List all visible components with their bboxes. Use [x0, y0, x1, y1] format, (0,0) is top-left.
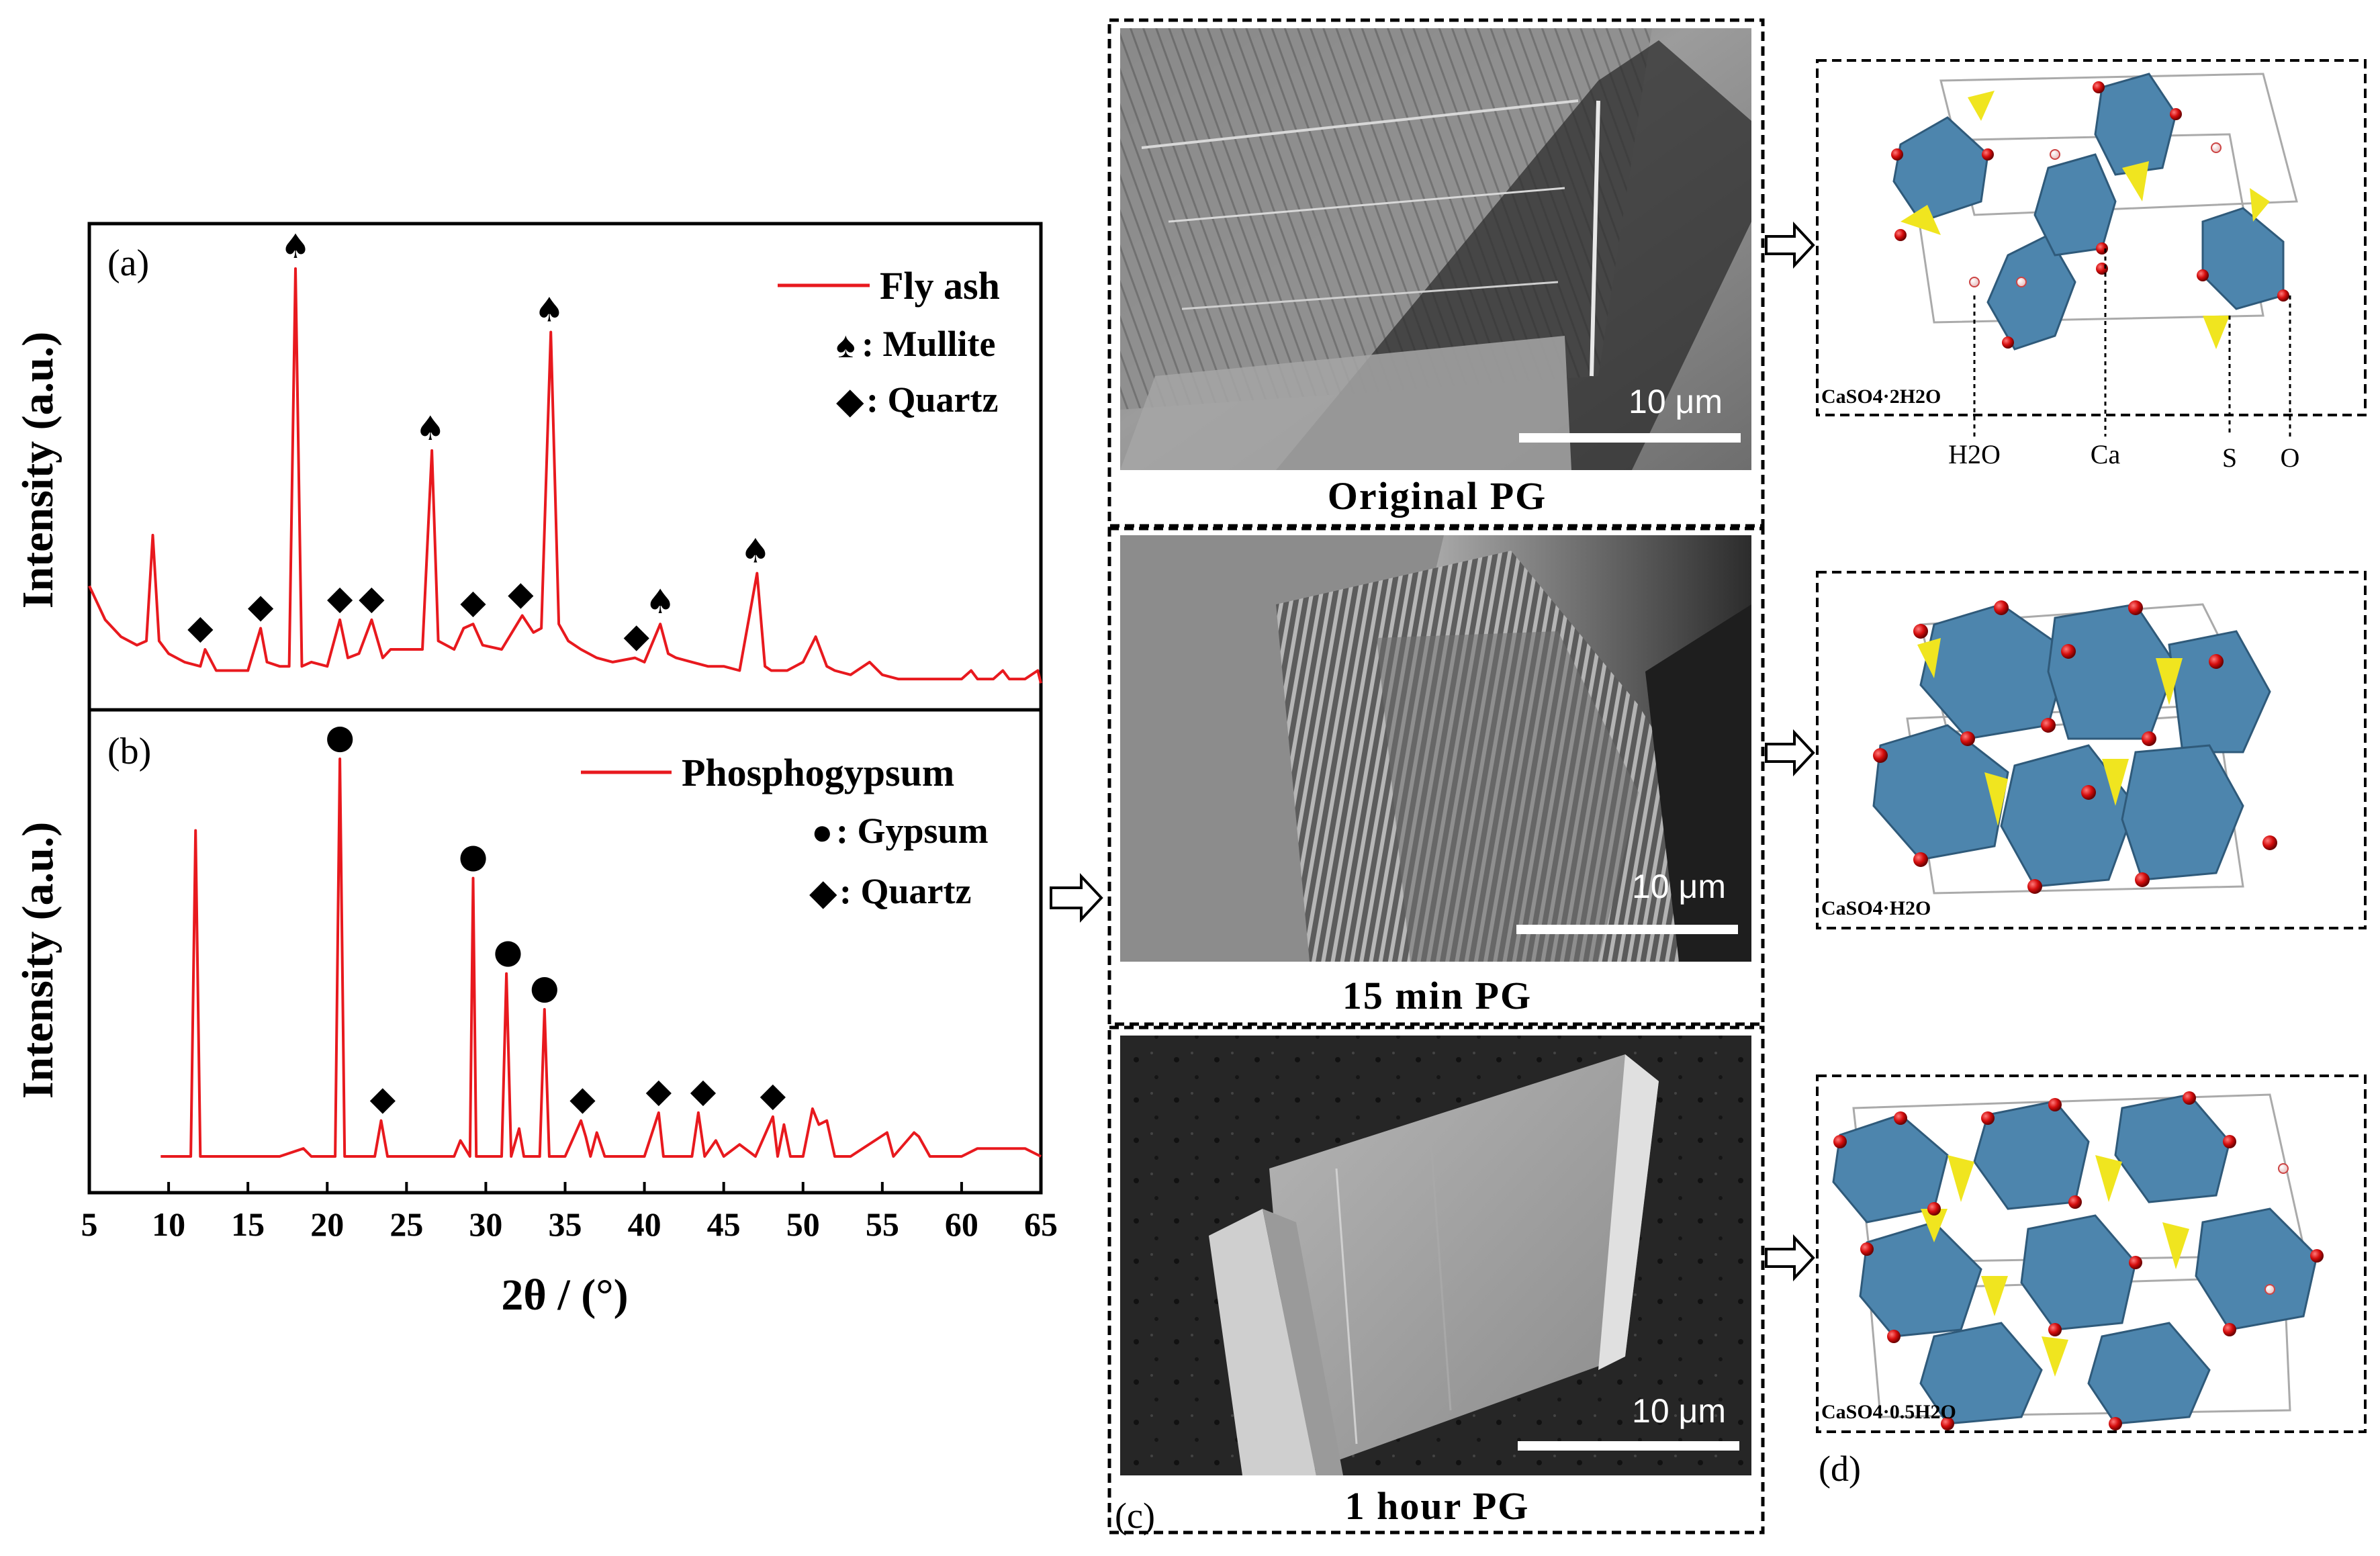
x-tick-label: 20: [310, 1205, 344, 1243]
sem-caption-original: Original PG: [1328, 474, 1547, 518]
panel-d-label: (d): [1819, 1449, 1861, 1489]
series-line: [88, 267, 1042, 684]
peak-marker-gypsum: ●: [325, 717, 355, 756]
panel-c-label: (c): [1115, 1496, 1155, 1536]
x-tick-label: 30: [469, 1205, 502, 1243]
legend-a-quartz: : Quartz: [866, 379, 998, 420]
peak-marker-quartz: ◆: [646, 1071, 672, 1110]
peak-marker-quartz: ◆: [359, 578, 385, 617]
scalebar-original: [1519, 433, 1741, 443]
legend-a-mullite: : Mullite: [862, 324, 995, 364]
legend-b-quartz: : Quartz: [839, 871, 971, 911]
x-axis-ticks: 5 10 15 20 25 30 35 40 45 50 55 60 65: [81, 1182, 1058, 1243]
crystal-column: CaSO4·2H2O H2O Ca S O CaSO: [1816, 59, 2367, 1489]
atom-label-o: O: [2281, 443, 2300, 473]
crystal-dihydrate: [1891, 73, 2298, 437]
atom-label-ca: Ca: [2091, 439, 2121, 469]
x-tick-label: 25: [390, 1205, 423, 1243]
x-tick-label: 15: [231, 1205, 265, 1243]
peak-marker-mullite: ♠: [415, 409, 445, 448]
xrd-figure: 5 10 15 20 25 30 35 40 45 50 55 60 65 2θ / (°) Inten…: [13, 222, 1058, 1320]
sem-box-original: [1107, 18, 1765, 528]
peak-marker-mullite: ♠: [740, 532, 770, 571]
panel-b-label: (b): [107, 731, 151, 772]
panel-a-label: (a): [107, 242, 149, 284]
formula-hemihydrate: CaSO4·0.5H2O: [1821, 1401, 1956, 1423]
scale-label-1hour: 10 μm: [1632, 1392, 1726, 1430]
peak-marker-mullite: ♠: [534, 291, 564, 330]
peak-marker-quartz: ◆: [690, 1071, 717, 1110]
scalebar-15min: [1516, 925, 1738, 934]
crystal-hemihydrate: [1832, 1091, 2324, 1430]
crystal-monohydrate: [1872, 600, 2277, 895]
peak-marker-quartz: ◆: [370, 1079, 396, 1118]
sem-caption-1hour: 1 hour PG: [1345, 1484, 1530, 1528]
peak-marker-quartz: ◆: [508, 574, 534, 613]
crystal-box-monohydrate: [1816, 571, 2367, 929]
x-tick-label: 40: [628, 1205, 661, 1243]
scale-label-15min: 10 μm: [1632, 868, 1726, 905]
legend-b-series: Phosphogypsum: [682, 751, 954, 794]
atom-label-s: S: [2222, 443, 2237, 473]
peak-marker-gypsum: ●: [459, 837, 488, 876]
x-tick-label: 55: [866, 1205, 899, 1243]
legend-b-gypsum-symbol: ●: [811, 812, 833, 852]
x-tick-label: 65: [1024, 1205, 1058, 1243]
formula-monohydrate: CaSO4·H2O: [1821, 897, 1931, 919]
peak-marker-mullite: ♠: [645, 582, 676, 621]
arrows-sem-to-crystal: [1765, 221, 1815, 1282]
scalebar-1hour: [1518, 1441, 1739, 1451]
x-axis-label: 2θ / (°): [501, 1271, 628, 1320]
y-axis-label-b: Intensity (a.u.): [13, 822, 62, 1099]
x-tick-label: 50: [786, 1205, 820, 1243]
legend-a-series: Fly ash: [880, 264, 1000, 308]
peak-marker-quartz: ◆: [624, 616, 650, 655]
sem-caption-15min: 15 min PG: [1342, 974, 1532, 1017]
sem-box-15min: [1107, 527, 1765, 1026]
crystal-box-dihydrate: [1816, 59, 2367, 416]
peak-marker-mullite: ♠: [281, 227, 311, 266]
legend-b-gypsum: : Gypsum: [836, 811, 989, 851]
peak-marker-quartz: ◆: [569, 1079, 596, 1118]
crystal-box-hemihydrate: [1816, 1074, 2367, 1433]
legend-b-quartz-symbol: ◆: [809, 872, 837, 913]
peak-marker-quartz: ◆: [187, 608, 214, 647]
formula-dihydrate: CaSO4·2H2O: [1821, 385, 1941, 408]
legend-a-mullite-symbol: ♠: [836, 325, 856, 365]
arrow-xrd-to-sem: [1050, 872, 1103, 923]
peak-marker-quartz: ◆: [327, 578, 353, 617]
peak-marker-gypsum: ●: [530, 968, 559, 1007]
sem-image-15min: [1120, 535, 1751, 962]
sem-image-original: [1120, 28, 1751, 470]
peak-marker-gypsum: ●: [494, 932, 523, 971]
peak-marker-quartz: ◆: [248, 587, 274, 626]
peak-marker-quartz: ◆: [460, 582, 486, 621]
y-axis-label-a: Intensity (a.u.): [13, 332, 62, 609]
x-tick-label: 60: [945, 1205, 978, 1243]
peak-marker-quartz: ◆: [760, 1075, 786, 1114]
x-tick-label: 35: [549, 1205, 582, 1243]
series-line: [161, 758, 1042, 1158]
sem-image-1hour: [1120, 1036, 1751, 1475]
sem-box-1hour: [1107, 1025, 1765, 1535]
series-phosphogypsum: ●●●●◆ ◆ ◆ ◆ ◆: [161, 717, 1042, 1158]
sem-column: 10 μm Original PG 10 μm 15 min PG 10 μm …: [1107, 18, 1765, 1536]
scale-label-original: 10 μm: [1629, 383, 1723, 420]
x-tick-label: 45: [707, 1205, 741, 1243]
x-tick-label: 10: [152, 1205, 185, 1243]
x-tick-label: 5: [81, 1205, 98, 1243]
legend-a-quartz-symbol: ◆: [836, 381, 864, 421]
series-fly-ash: ♠♠♠♠♠◆◆ ◆ ◆ ◆ ◆◆: [88, 227, 1042, 684]
atom-label-h2o: H2O: [1948, 439, 2001, 469]
